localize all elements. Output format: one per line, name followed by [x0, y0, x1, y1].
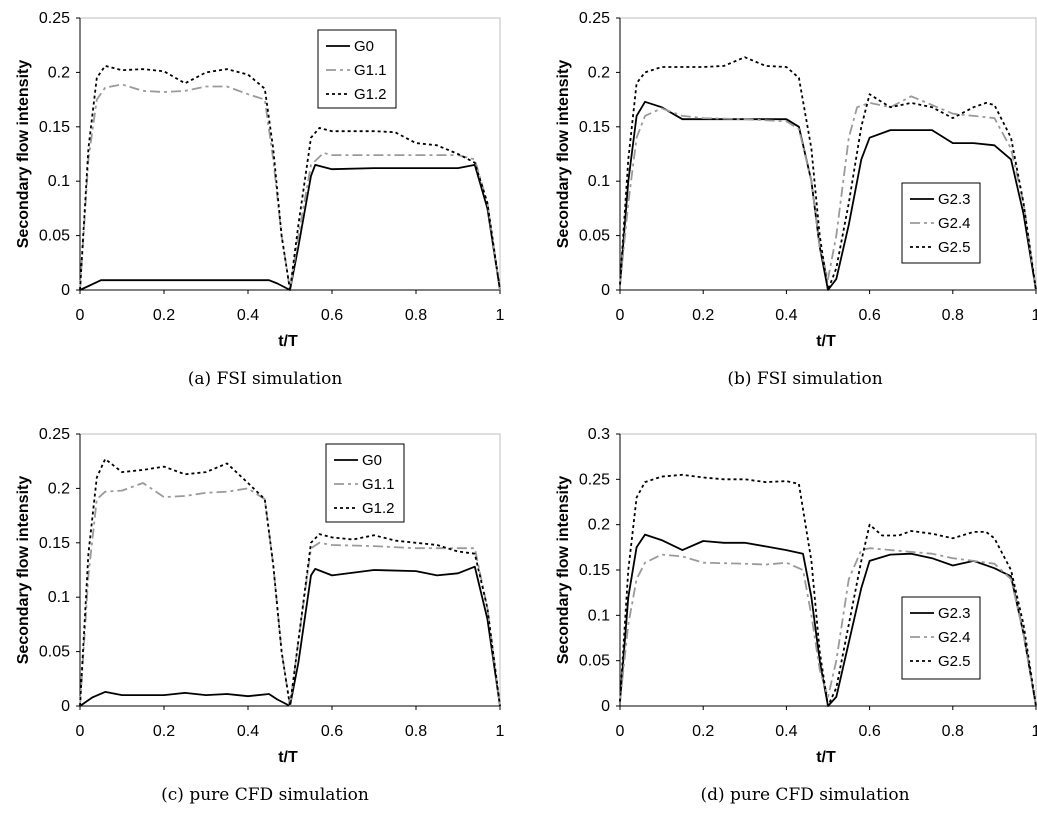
y-tick-label: 0: [601, 282, 610, 299]
y-tick-label: 0.2: [48, 480, 70, 497]
legend-label: G2.3: [938, 605, 971, 622]
x-tick-label: 0.2: [692, 723, 714, 740]
legend-label: G2.4: [938, 629, 971, 646]
x-tick-label: 0.4: [237, 723, 259, 740]
y-tick-label: 0.15: [579, 562, 610, 579]
y-tick-label: 0.15: [39, 119, 70, 136]
x-tick-label: 0.8: [942, 723, 964, 740]
x-tick-label: 1: [496, 307, 505, 324]
legend-label: G2.5: [938, 239, 971, 256]
y-tick-label: 0.1: [48, 173, 70, 190]
legend-label: G0: [362, 452, 382, 469]
legend: G0 G1.1 G1.2: [325, 443, 405, 523]
legend-label: G1.1: [362, 476, 395, 493]
panel-caption: (d) pure CFD simulation: [700, 785, 909, 805]
x-axis-label: t/T: [278, 749, 298, 766]
plot-area: [79, 433, 501, 707]
legend-label: G2.4: [938, 215, 971, 232]
legend-label: G2.5: [938, 653, 971, 670]
y-tick-label: 0.05: [39, 644, 70, 661]
x-axis-label: t/T: [816, 749, 836, 766]
y-tick-label: 0.1: [588, 607, 610, 624]
series-line-G1.1: [79, 83, 501, 291]
y-tick-label: 0: [61, 282, 70, 299]
x-tick-label: 0.8: [942, 307, 964, 324]
y-axis-label: Secondary flow intensity: [555, 60, 572, 249]
y-tick-label: 0.25: [579, 10, 610, 27]
x-tick-label: 0: [616, 723, 625, 740]
x-tick-label: 0: [76, 723, 85, 740]
legend-label: G1.2: [354, 86, 387, 103]
legend: G0 G1.1 G1.2: [317, 29, 397, 109]
panel-caption: (a) FSI simulation: [188, 369, 343, 389]
x-tick-label: 0: [76, 307, 85, 324]
y-tick-label: 0.05: [39, 228, 70, 245]
x-tick-label: 0.2: [153, 307, 175, 324]
y-axis-label: Secondary flow intensity: [555, 476, 572, 665]
y-tick-label: 0.15: [39, 535, 70, 552]
y-tick-label: 0.1: [48, 589, 70, 606]
x-tick-label: 0.6: [321, 307, 343, 324]
x-tick-label: 0.8: [405, 307, 427, 324]
y-axis-label: Secondary flow intensity: [15, 60, 32, 249]
legend-label: G2.3: [938, 191, 971, 208]
y-tick-label: 0.25: [579, 471, 610, 488]
x-tick-label: 0.4: [775, 723, 797, 740]
series-line-G2.5: [619, 473, 1037, 707]
legend-box: [325, 443, 405, 523]
y-tick-label: 0: [61, 698, 70, 715]
panel-caption: (c) pure CFD simulation: [161, 785, 369, 805]
plot-area: [79, 17, 501, 291]
x-axis-label: t/T: [816, 333, 836, 350]
x-tick-label: 0.8: [405, 723, 427, 740]
series-line-G2.4: [619, 95, 1037, 291]
series-line-G2.3: [619, 533, 1037, 707]
y-tick-label: 0.2: [48, 64, 70, 81]
y-tick-label: 0.05: [579, 653, 610, 670]
legend-label: G1.2: [362, 500, 395, 517]
chart-panel-3: 0 0.05 0.1 0.15 0.2 0.25 0 0.2 0.4 0.6 0.8 1 t/T Seco…: [15, 426, 505, 805]
y-tick-label: 0.2: [588, 64, 610, 81]
series-line-G1.1: [79, 482, 501, 707]
x-axis-label: t/T: [278, 333, 298, 350]
series-line-G0: [79, 565, 501, 707]
y-axis-label: Secondary flow intensity: [15, 476, 32, 665]
y-tick-label: 0.2: [588, 517, 610, 534]
y-tick-label: 0: [601, 698, 610, 715]
series-line-G0: [79, 164, 501, 291]
x-tick-label: 1: [1032, 723, 1037, 740]
y-tick-label: 0.05: [579, 228, 610, 245]
legend: G2.3 G2.4 G2.5: [901, 182, 981, 264]
legend-label: G1.1: [354, 62, 387, 79]
panel-caption: (b) FSI simulation: [727, 369, 882, 389]
x-tick-label: 0.6: [858, 723, 880, 740]
x-tick-label: 0.2: [153, 723, 175, 740]
x-tick-label: 0.2: [692, 307, 714, 324]
x-tick-label: 0: [616, 307, 625, 324]
y-tick-label: 0.1: [588, 173, 610, 190]
chart-panel-1: 0 0.05 0.1 0.15 0.2 0.25 0 0.2 0.4 0.6 0.8 1 t/T Seco…: [15, 10, 505, 389]
y-tick-label: 0.25: [39, 426, 70, 443]
y-tick-label: 0.15: [579, 119, 610, 136]
chart-panel-2: 0 0.05 0.1 0.15 0.2 0.25 0 0.2 0.4 0.6 0.8 1 t/T Seco…: [555, 10, 1037, 389]
x-tick-label: 0.6: [858, 307, 880, 324]
y-tick-label: 0.3: [588, 426, 610, 443]
series-line-G1.2: [79, 458, 501, 707]
legend-box: [317, 29, 397, 109]
x-tick-label: 0.6: [321, 723, 343, 740]
x-tick-label: 1: [1032, 307, 1037, 324]
x-tick-label: 0.4: [237, 307, 259, 324]
x-tick-label: 1: [496, 723, 505, 740]
x-tick-label: 0.4: [775, 307, 797, 324]
legend-label: G0: [354, 38, 374, 55]
legend-box: [901, 596, 981, 680]
y-tick-label: 0.25: [39, 10, 70, 27]
series-line-G1.2: [79, 65, 501, 291]
legend: G2.3 G2.4 G2.5: [901, 596, 981, 680]
chart-panel-4: 0 0.05 0.1 0.15 0.2 0.25 0.3 0 0.2 0.4 0.6 0.8 1 t/T S…: [555, 426, 1037, 805]
series-line-G2.4: [619, 547, 1037, 707]
